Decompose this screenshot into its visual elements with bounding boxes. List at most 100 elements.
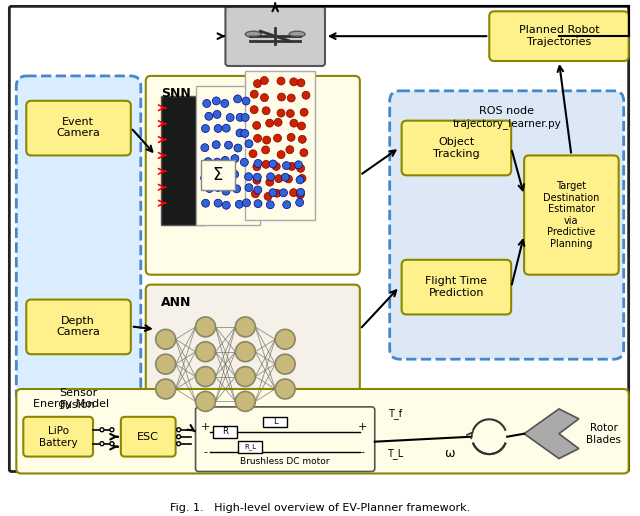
Circle shape <box>156 354 175 374</box>
Circle shape <box>231 155 239 163</box>
Circle shape <box>226 114 234 121</box>
Circle shape <box>275 174 283 183</box>
Circle shape <box>177 434 180 439</box>
Circle shape <box>214 124 222 133</box>
Circle shape <box>282 162 291 170</box>
Circle shape <box>177 428 180 432</box>
Circle shape <box>280 189 287 197</box>
FancyBboxPatch shape <box>26 300 131 354</box>
Circle shape <box>245 140 253 148</box>
Circle shape <box>202 199 209 207</box>
FancyBboxPatch shape <box>26 101 131 155</box>
FancyBboxPatch shape <box>402 121 511 175</box>
Circle shape <box>100 442 104 446</box>
Circle shape <box>245 184 253 191</box>
Circle shape <box>262 136 271 144</box>
FancyBboxPatch shape <box>200 160 236 190</box>
Text: Σ: Σ <box>212 166 223 184</box>
Text: SNN: SNN <box>161 87 191 100</box>
Circle shape <box>267 173 275 181</box>
Circle shape <box>298 135 307 143</box>
Circle shape <box>264 192 272 200</box>
Circle shape <box>202 124 209 133</box>
Circle shape <box>214 199 222 207</box>
Text: Event
Camera: Event Camera <box>56 117 100 138</box>
Text: ESC: ESC <box>138 432 159 442</box>
Circle shape <box>201 174 209 182</box>
FancyBboxPatch shape <box>146 285 360 444</box>
Circle shape <box>234 95 242 103</box>
FancyBboxPatch shape <box>524 155 619 275</box>
Circle shape <box>266 201 274 209</box>
Circle shape <box>253 173 261 181</box>
Circle shape <box>196 317 216 337</box>
Circle shape <box>241 130 249 137</box>
FancyBboxPatch shape <box>238 441 262 453</box>
Circle shape <box>249 150 257 158</box>
Circle shape <box>262 146 269 154</box>
Circle shape <box>262 107 270 115</box>
Circle shape <box>254 186 262 194</box>
Circle shape <box>284 175 292 183</box>
Circle shape <box>236 392 255 411</box>
Text: Target
Destination
Estimator
via
Predictive
Planning: Target Destination Estimator via Predict… <box>543 181 600 249</box>
Circle shape <box>241 158 248 166</box>
Circle shape <box>242 97 250 105</box>
Circle shape <box>241 114 249 121</box>
Circle shape <box>156 379 175 399</box>
Circle shape <box>252 190 259 198</box>
Circle shape <box>221 156 229 165</box>
Circle shape <box>222 187 230 195</box>
Text: ANN: ANN <box>161 296 191 309</box>
Text: ω: ω <box>444 447 454 460</box>
Circle shape <box>266 178 274 186</box>
Circle shape <box>296 199 303 206</box>
Ellipse shape <box>289 31 305 37</box>
Circle shape <box>269 160 277 168</box>
Circle shape <box>266 119 274 127</box>
FancyBboxPatch shape <box>402 260 511 314</box>
Circle shape <box>110 442 114 446</box>
Text: Brushless DC motor: Brushless DC motor <box>241 457 330 466</box>
Circle shape <box>278 93 285 101</box>
FancyBboxPatch shape <box>245 71 315 220</box>
Circle shape <box>288 163 296 170</box>
Circle shape <box>203 100 211 107</box>
Circle shape <box>296 176 304 184</box>
FancyBboxPatch shape <box>489 11 628 61</box>
Circle shape <box>290 78 298 86</box>
Circle shape <box>196 367 216 386</box>
Circle shape <box>294 161 303 169</box>
Text: +: + <box>358 422 367 432</box>
FancyBboxPatch shape <box>161 96 205 225</box>
Circle shape <box>205 185 214 192</box>
Text: Depth
Camera: Depth Camera <box>56 316 100 337</box>
Circle shape <box>297 188 305 196</box>
Circle shape <box>297 79 305 87</box>
Circle shape <box>253 163 261 171</box>
FancyBboxPatch shape <box>263 417 287 427</box>
Text: Energy Model: Energy Model <box>33 399 109 409</box>
Circle shape <box>274 118 282 126</box>
Circle shape <box>275 329 295 349</box>
Circle shape <box>275 354 295 374</box>
Circle shape <box>214 184 222 191</box>
Circle shape <box>273 134 282 142</box>
Circle shape <box>196 342 216 362</box>
Circle shape <box>196 392 216 411</box>
Circle shape <box>283 201 291 208</box>
Circle shape <box>277 77 285 85</box>
Circle shape <box>212 97 220 105</box>
Circle shape <box>222 124 230 132</box>
Text: LiPo
Battery: LiPo Battery <box>39 426 77 447</box>
Circle shape <box>205 112 213 120</box>
Circle shape <box>297 165 305 172</box>
Circle shape <box>289 189 298 197</box>
Text: trajectory_learner.py: trajectory_learner.py <box>452 118 561 129</box>
Circle shape <box>156 329 175 349</box>
Circle shape <box>302 91 310 99</box>
Text: L: L <box>273 417 278 426</box>
Circle shape <box>253 79 261 88</box>
Circle shape <box>233 185 241 193</box>
FancyBboxPatch shape <box>214 426 237 438</box>
